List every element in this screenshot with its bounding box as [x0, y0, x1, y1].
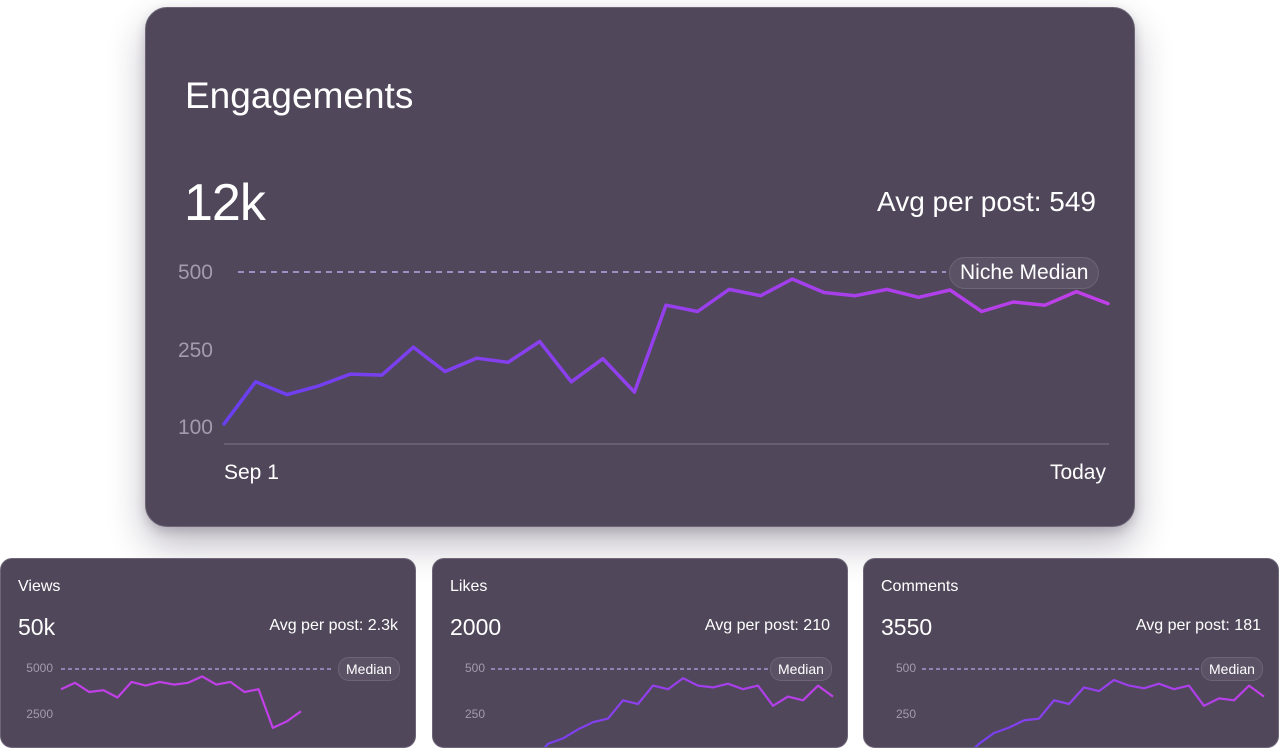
likes-total: 2000 — [450, 614, 502, 640]
likes-title: Likes — [450, 578, 488, 595]
views-title: Views — [18, 578, 61, 595]
y-tick-mid: 2500 — [26, 707, 53, 721]
likes-card: Likes 2000 Avg per post: 210 500 250 Med… — [432, 558, 848, 748]
y-tick-mid: 250 — [464, 707, 485, 721]
views-card: Views 50k Avg per post: 2.3k 5000 2500 M… — [0, 558, 416, 748]
views-avg-per-post: Avg per post: 2.3k — [269, 617, 398, 634]
engagements-card: Engagements 12k Avg per post: 549 500 25… — [145, 7, 1135, 527]
y-tick-top: 500 — [895, 661, 916, 675]
x-label-start: Sep 1 — [224, 461, 279, 484]
engagements-series-line — [222, 277, 1110, 426]
y-tick-top: 5000 — [26, 661, 53, 675]
niche-median-badge: Niche Median — [949, 257, 1100, 289]
likes-line-chart — [491, 668, 834, 747]
comments-avg-per-post: Avg per post: 181 — [1135, 617, 1261, 634]
views-total: 50k — [18, 614, 56, 640]
y-tick-top: 500 — [464, 661, 485, 675]
comments-title: Comments — [881, 578, 959, 595]
likes-avg-per-post: Avg per post: 210 — [704, 617, 830, 634]
y-tick-250: 250 — [177, 339, 213, 362]
comments-line-chart — [922, 668, 1265, 747]
median-badge: Median — [338, 657, 400, 681]
median-badge: Median — [1201, 657, 1263, 681]
y-tick-500: 500 — [177, 261, 213, 284]
y-tick-mid: 250 — [895, 707, 916, 721]
engagements-avg-per-post: Avg per post: 549 — [877, 186, 1096, 217]
views-series-line — [60, 675, 302, 729]
engagements-line-chart — [222, 271, 1110, 445]
y-tick-100: 100 — [177, 416, 213, 439]
views-line-chart — [60, 668, 333, 729]
engagements-title: Engagements — [185, 75, 414, 116]
likes-series-line — [543, 677, 834, 747]
engagements-total: 12k — [184, 174, 266, 232]
comments-total: 3550 — [881, 614, 933, 640]
median-badge: Median — [770, 657, 832, 681]
x-label-end: Today — [1049, 461, 1106, 484]
comments-card: Comments 3550 Avg per post: 181 500 250 … — [863, 558, 1279, 748]
comments-series-line — [974, 678, 1265, 747]
